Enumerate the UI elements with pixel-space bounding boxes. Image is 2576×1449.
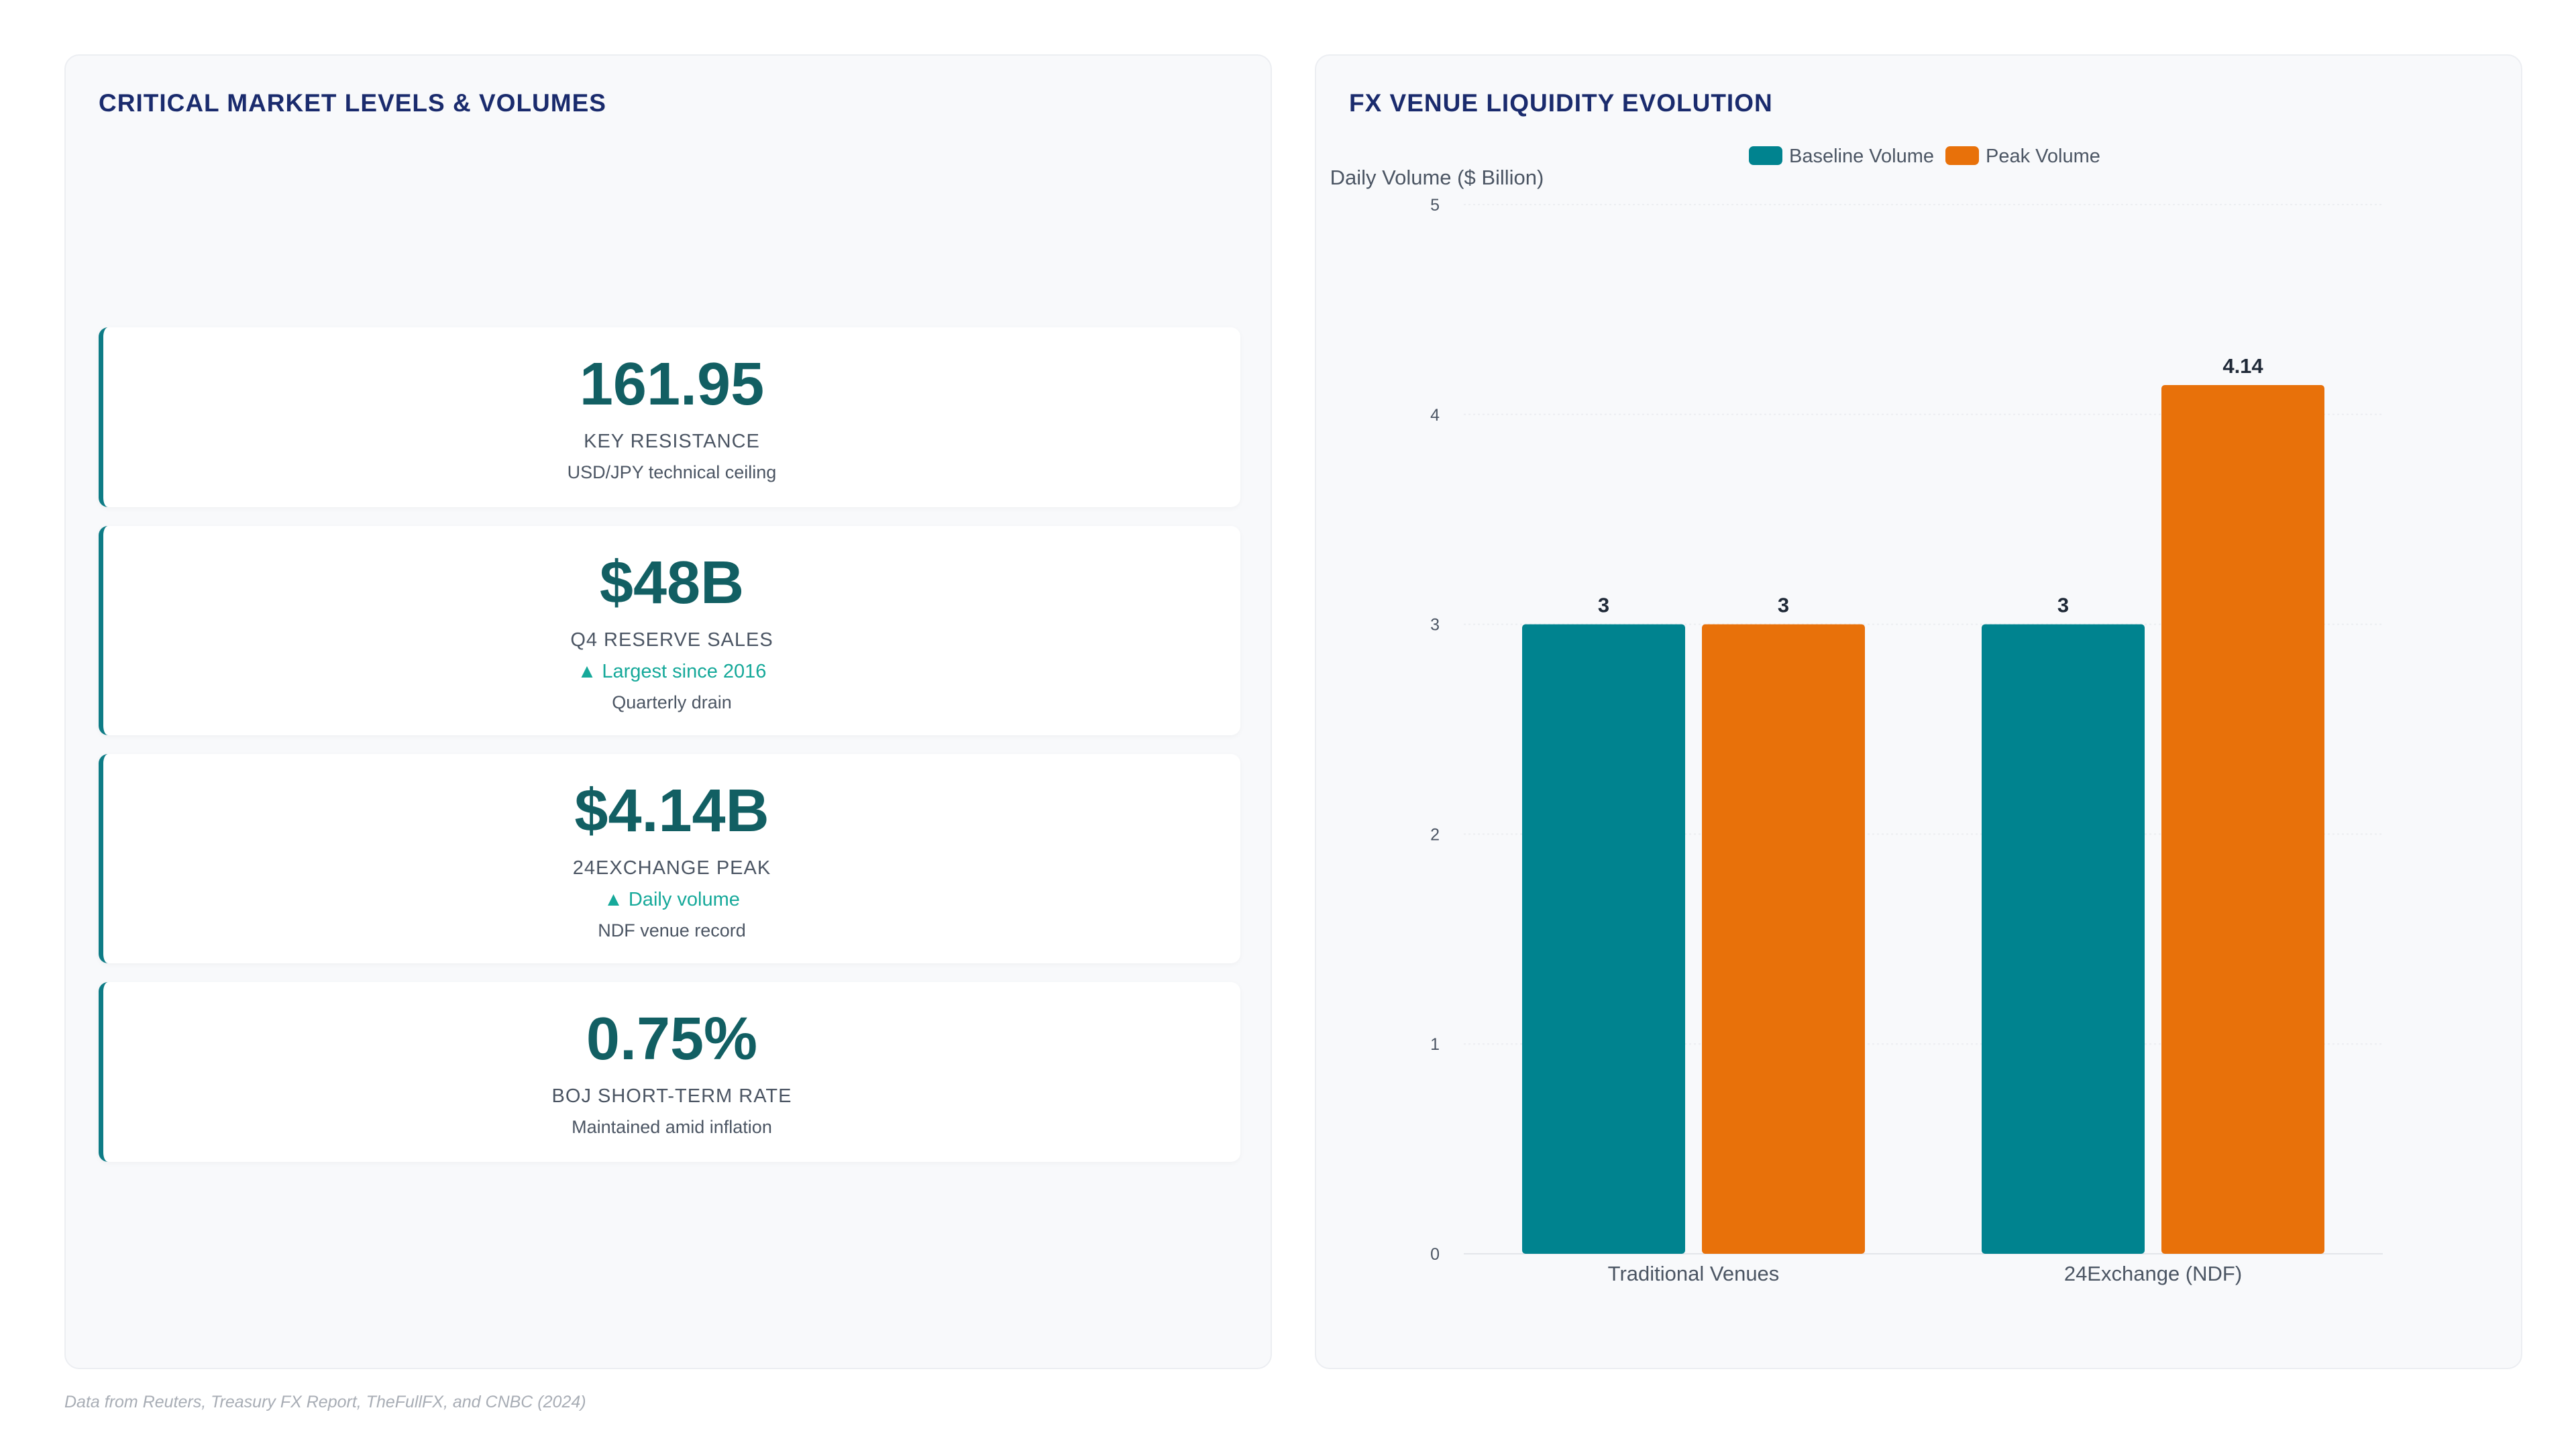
bar bbox=[2161, 385, 2324, 1254]
y-tick-label: 0 bbox=[1430, 1245, 1440, 1264]
bar-data-label: 3 bbox=[2057, 594, 2069, 617]
y-tick-label: 5 bbox=[1430, 196, 1440, 215]
liquidity-bar-chart: 0 1 2 3 4 5 Daily Volume ($ Billion) Baseline V… bbox=[1330, 146, 2383, 1285]
legend-label: Peak Volume bbox=[1986, 146, 2100, 167]
metric-label: BOJ SHORT-TERM RATE bbox=[551, 1085, 792, 1107]
metric-note: NDF venue record bbox=[598, 920, 746, 941]
metric-label: KEY RESISTANCE bbox=[584, 431, 760, 452]
metric-note: USD/JPY technical ceiling bbox=[567, 462, 777, 482]
y-axis-title: Daily Volume ($ Billion) bbox=[1330, 166, 1544, 189]
metric-label: Q4 RESERVE SALES bbox=[570, 629, 773, 651]
metric-card-boj-rate: 0.75% BOJ SHORT-TERM RATE Maintained ami… bbox=[99, 982, 1240, 1162]
metric-value: 0.75% bbox=[586, 1006, 758, 1073]
bar bbox=[1982, 624, 2145, 1254]
y-tick-label: 4 bbox=[1430, 406, 1440, 425]
y-tick-label: 3 bbox=[1430, 616, 1440, 635]
y-tick-label: 1 bbox=[1430, 1035, 1440, 1054]
metric-trend: ▲ Largest since 2016 bbox=[577, 661, 767, 682]
metric-value: 161.95 bbox=[579, 351, 765, 418]
metric-card-reserve-sales: $48B Q4 RESERVE SALES ▲ Largest since 20… bbox=[99, 526, 1240, 735]
bar-data-label: 4.14 bbox=[2222, 354, 2263, 378]
metric-card-key-resistance: 161.95 KEY RESISTANCE USD/JPY technical … bbox=[99, 327, 1240, 507]
metric-trend: ▲ Daily volume bbox=[604, 889, 740, 910]
metric-note: Maintained amid inflation bbox=[572, 1117, 772, 1137]
x-tick-label: Traditional Venues bbox=[1608, 1262, 1780, 1285]
chart-panel-title: FX VENUE LIQUIDITY EVOLUTION bbox=[1349, 89, 1773, 117]
legend-label: Baseline Volume bbox=[1789, 146, 1934, 167]
bar bbox=[1522, 624, 1685, 1254]
key-metrics-panel: CRITICAL MARKET LEVELS & VOLUMES 161.95 … bbox=[64, 54, 1272, 1369]
legend-swatch bbox=[1945, 146, 1979, 165]
bar-data-label: 3 bbox=[1778, 594, 1789, 617]
source-footnote: Data from Reuters, Treasury FX Report, T… bbox=[64, 1393, 586, 1411]
metric-label: 24EXCHANGE PEAK bbox=[572, 857, 771, 879]
key-metrics-title: CRITICAL MARKET LEVELS & VOLUMES bbox=[99, 89, 606, 117]
bar bbox=[1702, 624, 1865, 1254]
liquidity-chart-panel: FX VENUE LIQUIDITY EVOLUTION 0 1 2 3 4 5 Daily… bbox=[1315, 54, 2522, 1369]
metric-note: Quarterly drain bbox=[612, 692, 732, 712]
metric-value: $4.14B bbox=[574, 777, 769, 845]
metric-value: $48B bbox=[599, 549, 745, 616]
x-tick-label: 24Exchange (NDF) bbox=[2064, 1262, 2242, 1285]
legend-swatch bbox=[1749, 146, 1782, 165]
metric-card-24exchange-peak: $4.14B 24EXCHANGE PEAK ▲ Daily volume ND… bbox=[99, 754, 1240, 963]
bar-data-label: 3 bbox=[1598, 594, 1609, 617]
y-tick-label: 2 bbox=[1430, 825, 1440, 844]
